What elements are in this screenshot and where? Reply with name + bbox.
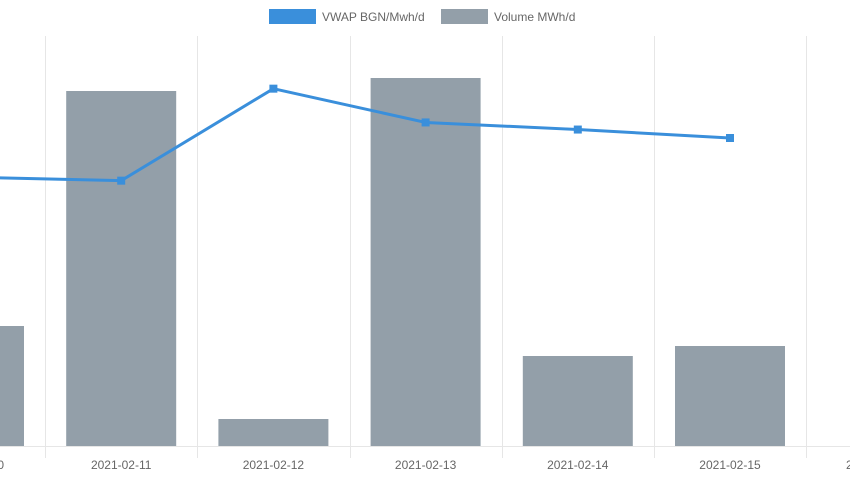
legend-swatch-volume (441, 9, 488, 24)
x-tick-label: 2 (846, 458, 850, 472)
x-tick-label: 2021-02-12 (243, 458, 305, 472)
bar-volume[interactable] (0, 326, 24, 446)
x-axis-tick-labels: 0 2021-02-11 2021-02-12 2021-02-13 2021-02-1… (0, 458, 850, 472)
x-tick-label: 2021-02-11 (91, 458, 152, 472)
legend-label-vwap: VWAP BGN/Mwh/d (322, 10, 425, 24)
legend-item-vwap[interactable]: VWAP BGN/Mwh/d (269, 9, 425, 24)
line-vwap (0, 87, 731, 183)
legend-swatch-vwap (269, 9, 316, 24)
chart-legend: VWAP BGN/Mwh/d Volume MWh/d (269, 9, 575, 24)
x-tick-label: 2021-02-13 (395, 458, 457, 472)
volume-bars (0, 78, 785, 446)
legend-item-volume[interactable]: Volume MWh/d (441, 9, 575, 24)
bar-volume[interactable] (522, 356, 633, 446)
vwap-line-series (0, 84, 734, 185)
point-vwap[interactable] (117, 176, 126, 185)
point-vwap[interactable] (269, 84, 278, 93)
bar-volume[interactable] (675, 346, 785, 446)
point-vwap[interactable] (726, 134, 734, 142)
bar-volume[interactable] (370, 78, 481, 446)
legend-label-volume: Volume MWh/d (494, 10, 575, 24)
bar-volume[interactable] (218, 419, 329, 446)
point-vwap[interactable] (573, 125, 582, 134)
x-tick-label: 2021-02-14 (547, 458, 609, 472)
bar-volume[interactable] (66, 91, 177, 446)
x-tick-label: 0 (0, 458, 4, 472)
x-tick-label: 2021-02-15 (699, 458, 761, 472)
point-vwap[interactable] (421, 118, 430, 127)
